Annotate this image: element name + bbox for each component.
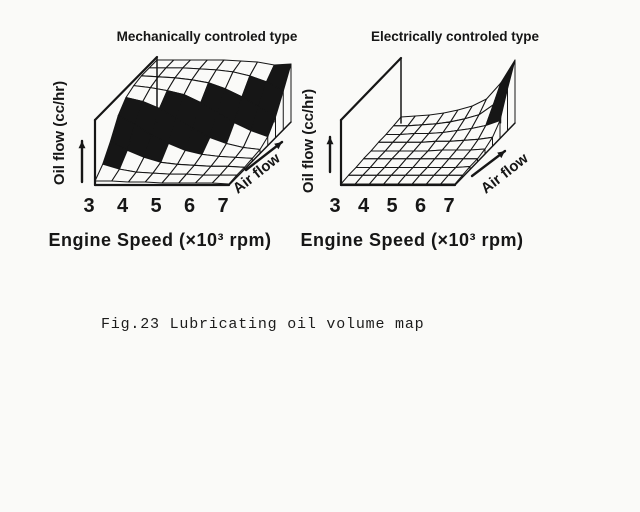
- x-tick-label: 4: [357, 195, 370, 217]
- plot2-engine-speed-axis-label: Engine Speed (×10³ rpm): [300, 230, 524, 250]
- x-tick-label: 6: [414, 195, 427, 217]
- plot1-oil-flow-axis-label: Oil flow (cc/hr): [51, 80, 68, 186]
- surface-plot-mechanical: [78, 55, 292, 187]
- axes-frame: [339, 56, 516, 187]
- x-tick-label: 5: [150, 195, 162, 217]
- plot1-title: Mechanically controled type: [116, 29, 298, 44]
- x-tick-label: 3: [329, 195, 341, 217]
- x-tick-label: 6: [183, 195, 196, 217]
- x-tick-label: 7: [443, 195, 455, 217]
- plot2-oil-flow-axis-label: Oil flow (cc/hr): [300, 88, 317, 194]
- air-flow-arrow: [244, 140, 284, 172]
- surface-mesh: [340, 59, 516, 185]
- x-tick-label: 4: [116, 195, 129, 217]
- figure-caption: Fig.23 Lubricating oil volume map: [101, 316, 425, 333]
- surface-plot-electrical: [326, 56, 516, 187]
- x-tick-label: 3: [83, 195, 95, 217]
- axes-frame: [93, 55, 292, 187]
- x-tick-label: 5: [386, 195, 398, 217]
- oil-flow-arrow: [326, 135, 334, 174]
- oil-flow-arrow: [78, 139, 86, 184]
- air-flow-arrow: [470, 149, 507, 178]
- surface-mesh: [94, 59, 292, 185]
- plot2-title: Electrically controled type: [370, 29, 540, 44]
- x-tick-label: 7: [217, 195, 229, 217]
- plot1-engine-speed-axis-label: Engine Speed (×10³ rpm): [48, 230, 272, 250]
